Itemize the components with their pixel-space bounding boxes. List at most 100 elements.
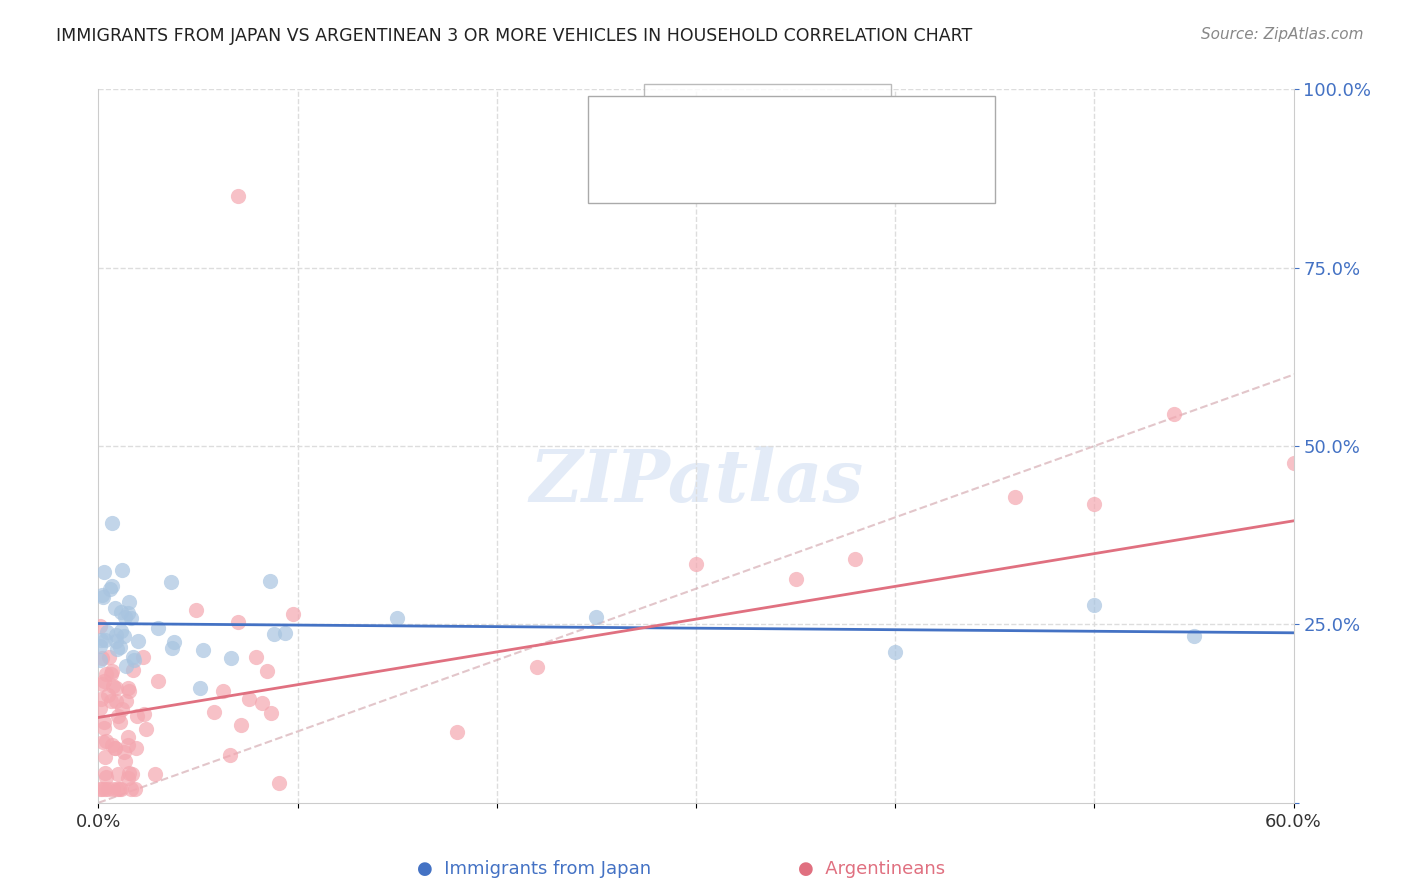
Point [120,781,142,796]
Point [122,663,145,677]
Text: ●  Argentineans: ● Argentineans [799,860,945,878]
Point [219,651,242,665]
Point [110,640,132,655]
Point [259,574,281,588]
Point [101,738,124,752]
Legend: R = -0.062   N = 43, R =  0.441   N = 79: R = -0.062 N = 43, R = 0.441 N = 79 [644,84,891,161]
Point [115,659,138,673]
Point [104,681,127,696]
Point [110,624,132,638]
Point [159,574,181,589]
Point [94,734,117,748]
Point [93,673,115,688]
Point [97,781,120,796]
Point [101,679,124,693]
Point [446,724,468,739]
Point [100,694,122,708]
Point [229,718,252,732]
Point [104,740,127,755]
Text: ZIPatlas: ZIPatlas [529,446,863,517]
Point [884,645,907,659]
Point [1182,629,1205,643]
Point [89,639,111,653]
Point [105,641,128,656]
Point [93,781,115,796]
Point [118,684,141,698]
Point [122,653,145,667]
Point [94,666,117,681]
Point [111,563,134,577]
Point [585,609,607,624]
Point [96,770,118,784]
Point [110,605,132,619]
Point [259,706,281,721]
Point [238,692,260,706]
Point [117,607,139,621]
Point [118,595,141,609]
Point [96,624,118,639]
Point [108,714,131,729]
Point [91,590,114,604]
Point [124,781,146,796]
Point [117,730,139,744]
Point [785,572,807,586]
Point [89,619,111,633]
Point [127,633,149,648]
Point [93,749,115,764]
Point [101,579,124,593]
Point [146,621,169,635]
Point [117,681,139,695]
Point [104,634,127,648]
Point [226,615,249,629]
Text: ●  Immigrants from Japan: ● Immigrants from Japan [418,860,651,878]
Point [188,681,211,696]
Point [269,775,291,789]
Point [115,694,138,708]
Point [132,707,155,722]
Point [146,674,169,689]
Point [191,643,214,657]
Point [101,781,124,796]
Point [101,516,124,530]
Point [110,781,132,796]
Point [131,650,153,665]
Point [283,607,305,621]
Point [90,691,112,706]
Point [89,781,111,796]
Text: Source: ZipAtlas.com: Source: ZipAtlas.com [1201,27,1364,42]
Point [127,709,149,723]
Point [226,189,249,203]
Point [104,601,127,615]
Point [202,706,225,720]
Point [101,664,124,678]
Point [91,651,114,665]
Point [160,640,183,655]
Point [89,653,111,667]
Point [385,611,409,625]
Point [90,633,112,648]
Point [114,610,136,624]
Point [125,740,148,755]
Point [1163,407,1185,421]
Point [218,748,240,763]
Point [186,603,208,617]
Point [90,677,112,691]
Point [91,735,114,749]
Point [107,767,129,781]
Point [98,582,121,597]
Point [93,632,115,647]
Point [250,696,273,710]
Point [107,709,129,723]
Point [274,625,297,640]
Point [89,701,111,715]
Point [97,650,120,665]
Point [212,683,235,698]
Point [1083,497,1105,511]
Point [105,781,128,796]
Point [526,660,548,674]
Point [263,627,285,641]
Point [135,722,157,736]
Point [104,628,127,642]
Point [118,766,141,780]
Point [163,635,186,649]
